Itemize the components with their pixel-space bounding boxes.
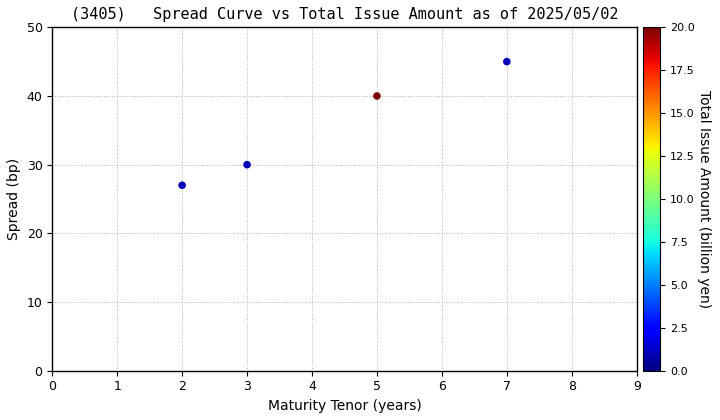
Y-axis label: Spread (bp): Spread (bp) [7,158,21,240]
Point [241,161,253,168]
X-axis label: Maturity Tenor (years): Maturity Tenor (years) [268,399,421,413]
Point [372,93,383,100]
Point [176,182,188,189]
Title: (3405)   Spread Curve vs Total Issue Amount as of 2025/05/02: (3405) Spread Curve vs Total Issue Amoun… [71,7,618,22]
Point [501,58,513,65]
Y-axis label: Total Issue Amount (billion yen): Total Issue Amount (billion yen) [697,90,711,308]
